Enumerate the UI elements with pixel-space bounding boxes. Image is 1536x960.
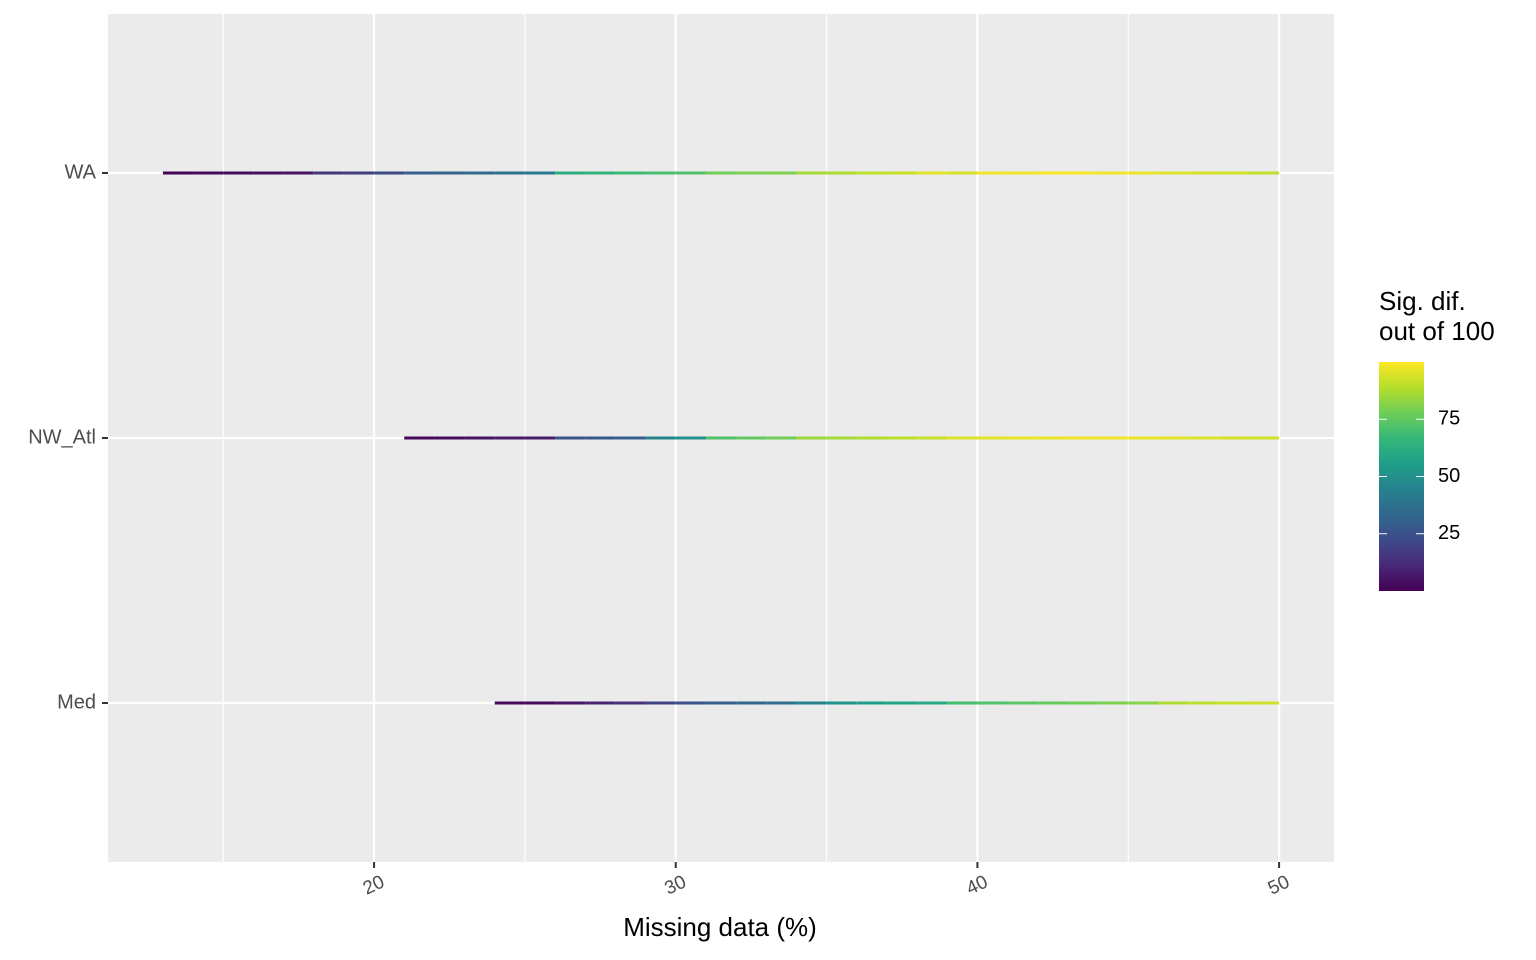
y-tick-label: Med — [57, 691, 96, 713]
x-axis-title: Missing data (%) — [623, 912, 817, 942]
legend-title: out of 100 — [1379, 316, 1495, 346]
x-tick-label: 30 — [662, 872, 690, 900]
x-tick-label: 20 — [360, 872, 388, 900]
colorbar-tick-label: 50 — [1438, 465, 1460, 487]
x-tick-label: 40 — [963, 872, 991, 900]
colorbar-tick-label: 25 — [1438, 522, 1460, 544]
colorbar-tick-label: 75 — [1438, 408, 1460, 430]
x-tick-label: 50 — [1265, 872, 1293, 900]
legend-title: Sig. dif. — [1379, 286, 1466, 316]
y-tick-label: NW_Atl — [28, 426, 96, 448]
y-tick-label: WA — [65, 161, 97, 183]
